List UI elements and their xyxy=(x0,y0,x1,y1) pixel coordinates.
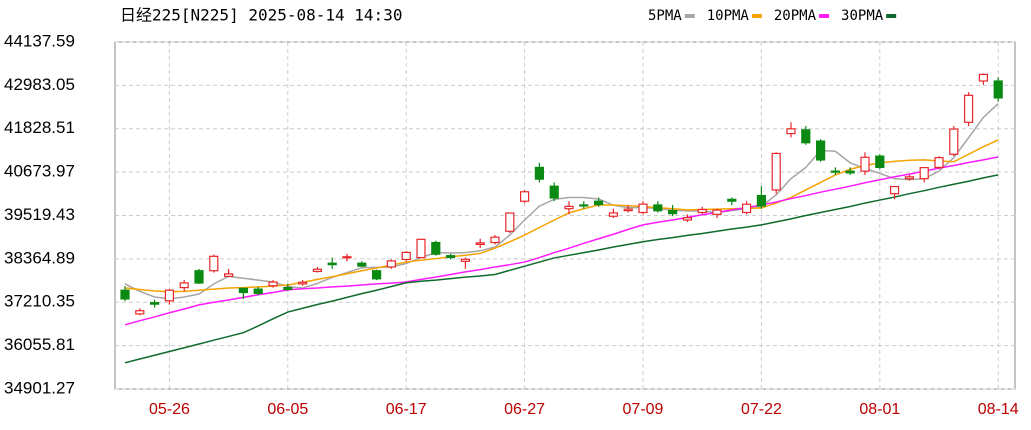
candle-body xyxy=(697,208,707,214)
candle-body xyxy=(830,170,841,173)
candle-body xyxy=(934,157,944,168)
legend-label: 10PMA xyxy=(707,8,750,24)
y-tick-label: 42983.05 xyxy=(4,75,75,94)
candle-body xyxy=(164,289,174,302)
x-tick-label: 05-26 xyxy=(149,401,190,418)
candle-body xyxy=(312,268,322,273)
y-tick-label: 36055.81 xyxy=(4,335,75,354)
candle-body xyxy=(993,80,1003,99)
candle-body xyxy=(963,94,974,123)
candle-body xyxy=(564,205,574,210)
candle-body xyxy=(712,209,722,215)
candle-body xyxy=(845,170,855,174)
candle-body xyxy=(682,217,693,221)
legend-label: 30PMA xyxy=(841,8,884,24)
y-tick-label: 41828.51 xyxy=(4,118,75,137)
candle-body xyxy=(342,256,352,259)
candle-body xyxy=(667,209,678,215)
candle-body xyxy=(372,270,382,280)
candle-body xyxy=(446,255,456,259)
ma-line xyxy=(124,156,999,326)
y-tick-label: 40673.97 xyxy=(4,162,75,181)
y-tick-label: 34901.27 xyxy=(4,378,75,397)
legend: 5PMA 10PMA 20PMA 30PMA xyxy=(648,8,897,24)
candle-body xyxy=(608,212,619,217)
legend-swatch xyxy=(886,14,897,18)
candle-body xyxy=(919,167,929,180)
candle-body xyxy=(549,185,559,199)
legend-label: 20PMA xyxy=(774,8,817,24)
candle-body xyxy=(815,140,826,161)
candle-body xyxy=(593,200,604,206)
candle-body xyxy=(978,73,989,82)
y-tick-label: 39519.43 xyxy=(4,205,75,224)
candle-body xyxy=(801,129,811,144)
candle-body xyxy=(653,204,663,212)
legend-label: 5PMA xyxy=(648,8,682,24)
candle-body xyxy=(224,273,234,277)
x-tick-label: 08-14 xyxy=(978,401,1019,418)
candle-body xyxy=(386,260,396,268)
candle-body xyxy=(889,185,900,195)
y-tick-label: 37210.35 xyxy=(4,292,75,311)
candle-body xyxy=(194,270,204,284)
candle-body xyxy=(209,255,219,272)
ma-line xyxy=(124,102,999,300)
legend-swatch xyxy=(751,14,762,18)
candle-body xyxy=(623,208,633,212)
candle-body xyxy=(579,204,589,207)
candle-body xyxy=(135,310,145,315)
candle-body xyxy=(638,203,648,214)
candle-body xyxy=(150,302,160,305)
candle-body xyxy=(490,236,500,244)
candle-body xyxy=(786,128,796,135)
candle-body xyxy=(431,241,441,255)
candle-body xyxy=(268,281,278,287)
candle-body xyxy=(283,287,293,290)
candle-body xyxy=(771,152,781,191)
x-tick-label: 06-17 xyxy=(386,401,427,418)
legend-swatch xyxy=(819,14,830,18)
x-tick-label: 06-27 xyxy=(504,401,545,418)
candle-body xyxy=(741,203,752,214)
x-tick-label: 07-09 xyxy=(623,401,664,418)
candle-body xyxy=(904,176,915,180)
candle-body xyxy=(875,155,885,168)
candle-body xyxy=(253,288,263,294)
y-tick-label: 38364.89 xyxy=(4,248,75,267)
y-tick-label: 44137.59 xyxy=(4,31,75,50)
candle-body xyxy=(534,166,545,180)
candle-body xyxy=(475,242,485,246)
candle-body xyxy=(327,262,337,266)
candle-body xyxy=(238,287,248,294)
candle-body xyxy=(416,238,426,259)
x-tick-label: 08-01 xyxy=(859,401,900,418)
x-tick-label: 07-22 xyxy=(741,401,782,418)
candle-body xyxy=(727,198,737,202)
x-tick-label: 06-05 xyxy=(267,401,308,418)
candle-body xyxy=(401,251,411,261)
candle-body xyxy=(298,281,308,285)
candle-body xyxy=(357,262,367,267)
candle-body xyxy=(860,156,870,172)
ma-line xyxy=(124,174,999,364)
candle-body xyxy=(460,258,470,262)
candle-body xyxy=(120,289,130,300)
candle-body xyxy=(949,128,959,155)
legend-swatch xyxy=(684,14,695,18)
candle-body xyxy=(756,194,767,207)
candle-body xyxy=(519,191,530,202)
candle-body xyxy=(179,282,189,289)
candle-body xyxy=(505,212,515,232)
chart-title: 日经225[N225] 2025-08-14 14:30 xyxy=(120,6,402,25)
